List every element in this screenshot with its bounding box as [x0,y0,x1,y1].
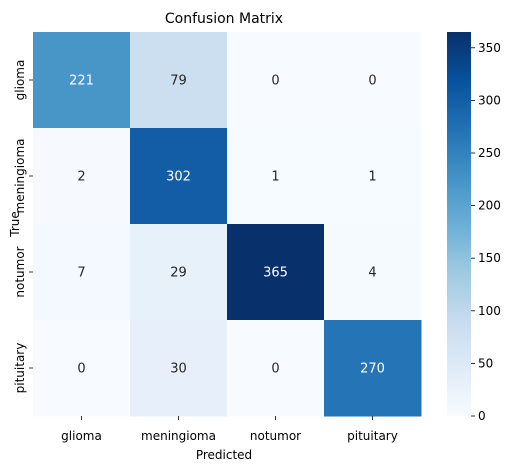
x-tick-label: glioma [61,429,102,443]
cell-value-label: 0 [271,362,279,377]
cell-value-label: 221 [69,74,94,89]
cell-value-label: 79 [170,74,187,89]
colorbar-tick-label: 350 [478,41,501,55]
heatmap-cell [227,128,325,225]
colorbar-tick-label: 50 [478,356,493,370]
colorbar-tick-label: 150 [478,251,501,265]
cell-value-label: 1 [271,170,279,185]
y-tick-label: notumor [13,246,27,297]
heatmap-cell [33,32,131,129]
cell-value-label: 270 [360,362,385,377]
cell-value-label: 30 [170,362,187,377]
heatmap-cell [130,32,228,129]
colorbar-ticks: 0 50 100 150 200 250 300 350 [471,41,501,423]
heatmap-cell [130,128,228,225]
x-tick-label: notumor [250,429,301,443]
heatmap-cell-labels: 221 79 0 0 2 302 1 1 7 29 365 4 0 30 0 270 [69,74,385,377]
cell-value-label: 1 [368,170,376,185]
heatmap-cell [33,320,131,417]
cell-value-label: 0 [368,74,376,89]
x-axis-ticks: glioma meningioma notumor pituitary [61,416,398,443]
heatmap-cell [33,128,131,225]
y-tick-label: pituitary [13,343,27,394]
cell-value-label: 0 [271,74,279,89]
chart-title: Confusion Matrix [165,11,283,27]
heatmap-cell [324,320,422,417]
y-axis-label: True [8,211,22,238]
colorbar-tick-label: 300 [478,93,501,107]
heatmap-cell [324,128,422,225]
y-tick-label: meningioma [13,139,27,214]
x-axis-label: Predicted [196,448,252,462]
heatmap-cell [130,320,228,417]
cell-value-label: 7 [77,266,85,281]
cell-value-label: 4 [368,266,376,281]
heatmap-cell [324,224,422,321]
cell-value-label: 365 [263,266,288,281]
heatmap-cell [324,32,422,129]
heatmap-cell [33,224,131,321]
x-tick-label: meningioma [141,429,216,443]
colorbar-tick-label: 250 [478,146,501,160]
cell-value-label: 302 [166,170,191,185]
heatmap-cell [227,320,325,417]
colorbar-tick-label: 100 [478,304,501,318]
heatmap-cell [227,224,325,321]
colorbar-tick-label: 0 [478,409,486,423]
cell-value-label: 0 [77,362,85,377]
cell-value-label: 2 [77,170,85,185]
y-axis-ticks: glioma meningioma notumor pituitary [13,60,33,394]
heatmap-cell [130,224,228,321]
x-tick-label: pituitary [347,429,398,443]
cell-value-label: 29 [170,266,187,281]
heatmap-cells [33,32,422,417]
y-tick-label: glioma [13,60,27,101]
heatmap-cell [227,32,325,129]
colorbar-tick-label: 200 [478,199,501,213]
colorbar [447,32,471,416]
